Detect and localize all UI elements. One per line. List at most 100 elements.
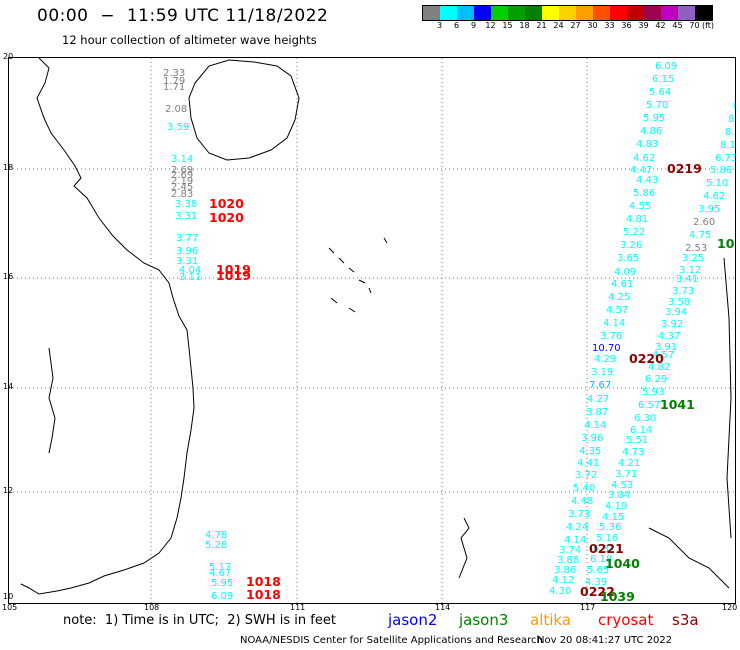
wave-height-label-right: 3.91 — [655, 342, 678, 353]
wave-height-label-right: 5.86 — [710, 165, 733, 176]
wave-height-label-right: 4.57 — [652, 350, 675, 361]
wave-height-label-right: 2.53 — [685, 243, 708, 254]
colorbar-swatch — [508, 6, 525, 20]
wave-height-label-mid: 5.22 — [623, 227, 646, 238]
wave-height-label-left: 1.71 — [163, 82, 186, 93]
map-area: 2.33 1.79 1.71 2.08 3.59 3.14 2.69 2.69 2.19 2.45… — [8, 57, 736, 604]
colorbar-tick: 3 — [436, 21, 443, 30]
wave-height-label-mid: 4.81 — [626, 214, 649, 225]
wave-height-label-left: 2.08 — [165, 104, 188, 115]
wave-height-label-right: 6.14 — [630, 425, 653, 436]
wave-height-label-left: 3.96 — [176, 246, 199, 257]
mission-jason3: jason3 — [459, 611, 509, 629]
wave-height-label-mid: 4.43 — [636, 175, 659, 186]
colorbar-swatch — [491, 6, 508, 20]
wave-height-label-right: 3.94 — [665, 307, 688, 318]
mission-cryosat: cryosat — [598, 611, 654, 629]
mission-altika: altika — [530, 611, 572, 629]
wave-height-label-left: 3.31 — [175, 211, 198, 222]
wave-height-label-right: 6.18 — [590, 554, 613, 565]
wave-height-label-left: 1.79 — [163, 76, 186, 87]
lon-label: 120 — [722, 603, 738, 612]
colorbar-tick: 6 — [453, 21, 460, 30]
wave-height-label-mid: 3.26 — [620, 240, 643, 251]
lat-label: 14 — [3, 382, 14, 391]
wave-height-label-mid: 3.96 — [581, 433, 604, 444]
wave-height-label-mid: 4.83 — [636, 139, 659, 150]
colorbar-tick: 9 — [470, 21, 477, 30]
colorbar-tick: 39 — [638, 21, 649, 30]
pass-code-label: 1019 — [216, 268, 251, 283]
wave-height-label-mid: 5.95 — [643, 113, 666, 124]
colorbar-swatch — [610, 6, 627, 20]
colorbar-swatch — [576, 6, 593, 20]
coastline — [20, 58, 732, 595]
pass-code-label: 104 — [717, 236, 735, 251]
wave-height-label-right: 3.41 — [676, 274, 699, 285]
pass-code-label: 1020 — [209, 196, 244, 211]
lat-label: 12 — [3, 486, 14, 495]
colorbar-swatch — [627, 6, 644, 20]
wave-height-label-right: 8.10 — [720, 140, 736, 151]
wave-height-label-mid: 4.35 — [579, 446, 602, 457]
wave-height-label-right: 4.37 — [658, 331, 681, 342]
wave-height-label-mid: 4.86 — [640, 126, 663, 137]
colorbar-swatch — [695, 6, 712, 20]
wave-height-label-right: 6.73 — [715, 153, 736, 164]
wave-height-label-right: 2.60 — [693, 217, 716, 228]
wave-height-label-mid: 3.87 — [586, 407, 609, 418]
wave-height-label-left: 3.77 — [176, 233, 199, 244]
colorbar-tick: 18 — [519, 21, 530, 30]
colorbar-swatch — [559, 6, 576, 20]
colorbar-tick: 42 — [655, 21, 666, 30]
wave-height-label-right: 4.39 — [585, 577, 608, 588]
wave-height-label-left: 2.69 — [171, 170, 194, 181]
wave-height-label-mid: 4.48 — [571, 496, 594, 507]
wave-height-label-left: 2.45 — [171, 182, 194, 193]
wave-height-label-mid: 5.86 — [633, 188, 656, 199]
wave-height-label-right: 3.12 — [679, 265, 702, 276]
wave-height-label-left: 3.38 — [175, 199, 198, 210]
colorbar-swatch — [661, 6, 678, 20]
timestamp: Nov 20 08:41:27 UTC 2022 — [537, 635, 673, 646]
colorbar-tick: 30 — [587, 21, 598, 30]
wave-height-label-left: 5.95 — [211, 578, 234, 589]
wave-height-label-mid: 4.14 — [603, 318, 626, 329]
wave-height-label-mid: 4.47 — [630, 165, 653, 176]
wave-height-label-right: 8.48 — [728, 114, 735, 125]
map-canvas — [9, 58, 735, 603]
colorbar-swatch — [525, 6, 542, 20]
colorbar-legend — [422, 5, 713, 21]
lat-label: 20 — [3, 52, 14, 61]
wave-height-label-mid: 10.70 — [592, 343, 621, 354]
wave-height-label-left: 6.09 — [211, 591, 234, 602]
mission-s3a: s3a — [672, 611, 699, 629]
wave-height-label-mid: 4.29 — [594, 354, 617, 365]
wave-height-label-right: 4.62 — [703, 191, 726, 202]
colorbar-tick: 12 — [485, 21, 496, 30]
wave-height-label-mid: 4.57 — [606, 305, 629, 316]
wave-height-label-right: 5.36 — [599, 522, 622, 533]
wave-height-label-mid: 4.12 — [552, 575, 575, 586]
colorbar-swatch — [678, 6, 695, 20]
lat-label: 18 — [3, 163, 14, 172]
wave-height-label-mid: 5.40 — [573, 483, 596, 494]
wave-height-label-right: 3.71 — [615, 469, 638, 480]
wave-height-label-right: 6.30 — [634, 413, 657, 424]
wave-height-label-mid: 4.55 — [629, 201, 652, 212]
colorbar-swatch — [423, 6, 440, 20]
credit-text: NOAA/NESDIS Center for Satellite Applica… — [240, 635, 543, 646]
wave-height-label-mid: 5.70 — [646, 100, 669, 111]
wave-height-label-mid: 3.73 — [568, 509, 591, 520]
lat-label: 16 — [3, 272, 14, 281]
colorbar-swatch — [474, 6, 491, 20]
wave-height-label-mid: 3.72 — [575, 470, 598, 481]
wave-height-label-right: 5.65 — [587, 565, 610, 576]
wave-height-label-mid: 4.14 — [564, 535, 587, 546]
wave-height-label-right: 5.10 — [706, 178, 729, 189]
colorbar-tick: 24 — [553, 21, 564, 30]
wave-height-label-left: 3.11 — [179, 272, 202, 283]
wave-height-label-mid: 4.24 — [566, 522, 589, 533]
wave-height-label-right: 4.53 — [611, 480, 634, 491]
pass-code-label: 1018 — [246, 574, 281, 589]
